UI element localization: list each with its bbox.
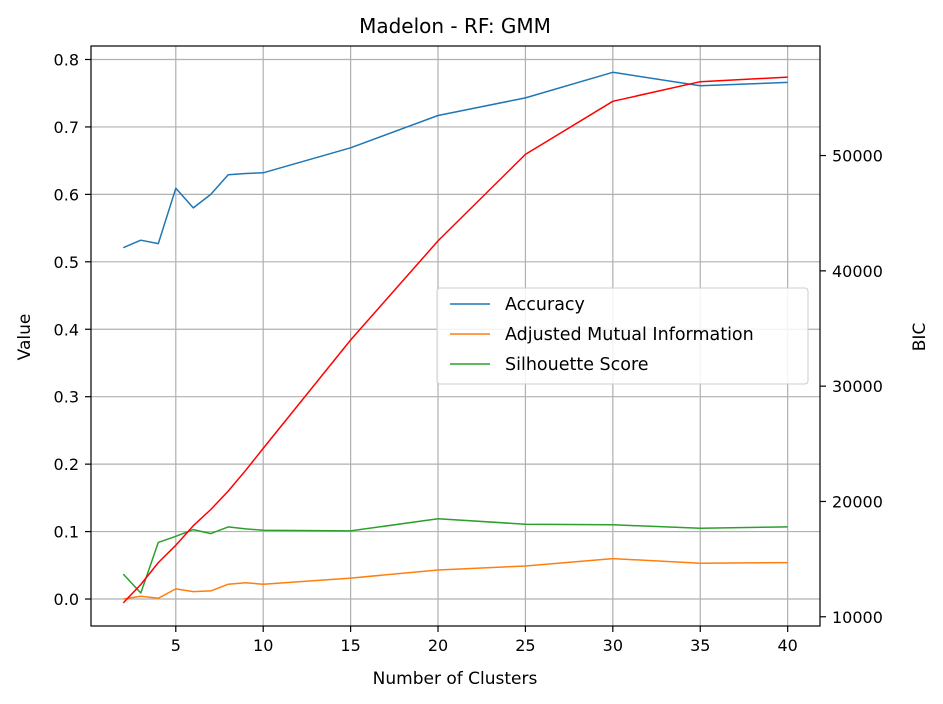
y-tick-label: 0.1 — [54, 523, 79, 542]
x-axis: 5 10 15 20 25 30 35 40 — [171, 626, 798, 655]
ami-line — [123, 557, 788, 600]
y-tick-label: 0.8 — [54, 50, 79, 69]
x-tick-label: 15 — [340, 636, 360, 655]
y2-tick-label: 20000 — [832, 492, 883, 511]
y2-tick-label: 40000 — [832, 262, 883, 281]
x-tick-label: 35 — [690, 636, 710, 655]
y2-axis-label: BIC — [910, 323, 930, 352]
legend: Accuracy Adjusted Mutual Information Sil… — [436, 287, 809, 385]
x-tick-label: 5 — [171, 636, 181, 655]
y2-tick-label: 30000 — [832, 377, 883, 396]
y-tick-label: 0.0 — [54, 590, 79, 609]
y-axis-left: 0.0 0.1 0.2 0.3 0.4 0.5 0.6 0.7 0.8 — [54, 50, 91, 609]
legend-box — [436, 287, 809, 385]
accuracy-line — [123, 71, 788, 249]
y-axis-right: 10000 20000 30000 40000 50000 — [820, 147, 883, 627]
y-tick-label: 0.3 — [54, 388, 79, 407]
y-tick-label: 0.4 — [54, 320, 79, 339]
x-tick-label: 20 — [428, 636, 448, 655]
x-tick-label: 25 — [515, 636, 535, 655]
y-tick-label: 0.6 — [54, 185, 79, 204]
x-axis-label: Number of Clusters — [373, 669, 538, 689]
y-axis-label: Value — [15, 314, 35, 361]
chart-title: Madelon - RF: GMM — [359, 14, 551, 38]
silhouette-line — [122, 518, 788, 594]
bic-line — [122, 76, 788, 604]
plot-frame — [90, 45, 821, 627]
y-tick-label: 0.5 — [54, 253, 79, 272]
x-tick-label: 10 — [253, 636, 273, 655]
y-tick-label: 0.7 — [54, 118, 79, 137]
series-lines — [122, 71, 788, 604]
y2-tick-label: 50000 — [832, 147, 883, 166]
x-tick-label: 40 — [777, 636, 797, 655]
y-tick-label: 0.2 — [54, 455, 79, 474]
legend-label-accuracy: Accuracy — [505, 295, 585, 315]
legend-label-ami: Adjusted Mutual Information — [505, 325, 754, 345]
x-tick-label: 30 — [603, 636, 623, 655]
y2-tick-label: 10000 — [832, 608, 883, 627]
legend-label-silhouette: Silhouette Score — [505, 355, 649, 375]
